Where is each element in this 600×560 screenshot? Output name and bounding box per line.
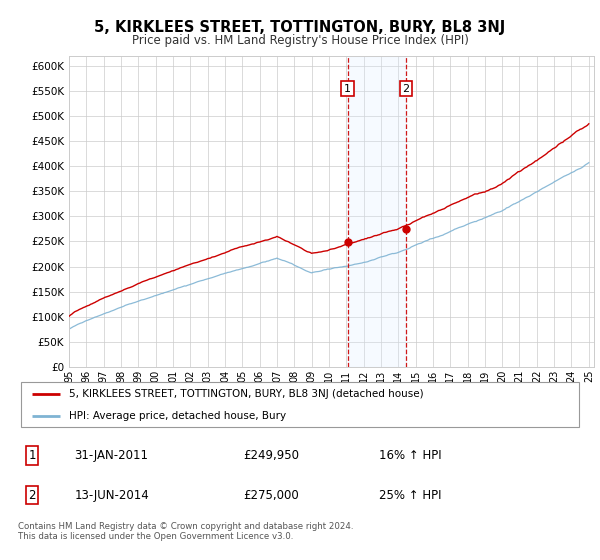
Text: 31-JAN-2011: 31-JAN-2011: [74, 449, 148, 462]
FancyBboxPatch shape: [21, 382, 579, 427]
Text: 25% ↑ HPI: 25% ↑ HPI: [379, 489, 442, 502]
Text: £275,000: £275,000: [244, 489, 299, 502]
Text: 2: 2: [403, 83, 410, 94]
Text: 2: 2: [28, 489, 36, 502]
Text: 1: 1: [28, 449, 36, 462]
Text: £249,950: £249,950: [244, 449, 299, 462]
Point: [343, 237, 352, 246]
Text: 5, KIRKLEES STREET, TOTTINGTON, BURY, BL8 3NJ (detached house): 5, KIRKLEES STREET, TOTTINGTON, BURY, BL…: [69, 389, 424, 399]
Point: [401, 225, 411, 234]
Text: 16% ↑ HPI: 16% ↑ HPI: [379, 449, 442, 462]
Bar: [347, 56, 406, 367]
Text: 13-JUN-2014: 13-JUN-2014: [74, 489, 149, 502]
Text: Price paid vs. HM Land Registry's House Price Index (HPI): Price paid vs. HM Land Registry's House …: [131, 34, 469, 46]
Text: 1: 1: [344, 83, 351, 94]
Text: HPI: Average price, detached house, Bury: HPI: Average price, detached house, Bury: [69, 410, 286, 421]
Text: 5, KIRKLEES STREET, TOTTINGTON, BURY, BL8 3NJ: 5, KIRKLEES STREET, TOTTINGTON, BURY, BL…: [94, 20, 506, 35]
Text: Contains HM Land Registry data © Crown copyright and database right 2024.
This d: Contains HM Land Registry data © Crown c…: [18, 522, 353, 542]
